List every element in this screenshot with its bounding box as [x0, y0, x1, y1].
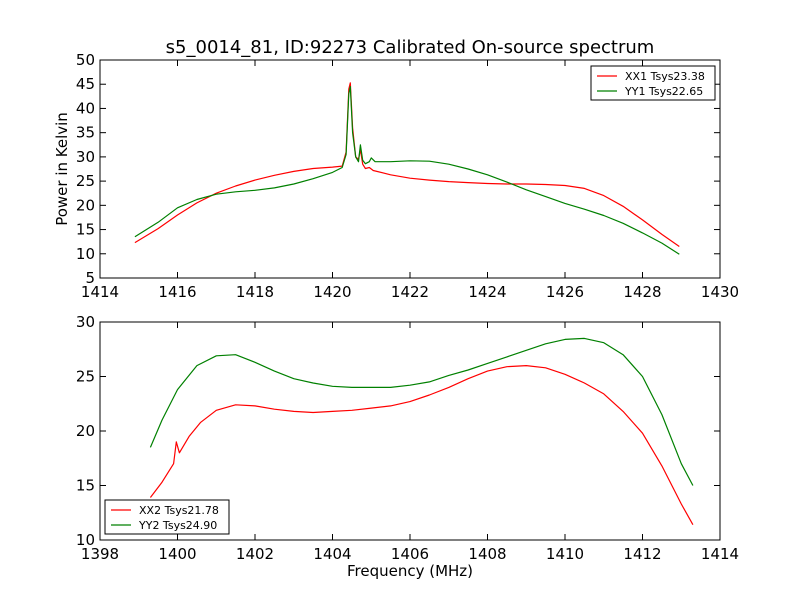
top-x-tick-label: 1418 — [236, 283, 274, 301]
top-x-tick-label: 1422 — [391, 283, 429, 301]
top-x-tick-label: 1416 — [158, 283, 196, 301]
bottom-legend-label-1: XX2 Tsys21.78 — [139, 504, 219, 517]
top-legend: XX1 Tsys23.38 YY1 Tsys22.65 — [590, 65, 716, 101]
top-series-line-2 — [134, 86, 680, 255]
bottom-x-tick-label: 1412 — [623, 545, 661, 563]
bottom-legend-box — [104, 499, 230, 535]
top-x-tick-label: 1420 — [313, 283, 351, 301]
top-x-tick-label: 1424 — [468, 283, 506, 301]
top-x-tick-label: 1426 — [546, 283, 584, 301]
bottom-plot: 1398 1400 1402 1404 1406 1408 1410 1412 1414 10 15… — [76, 313, 739, 563]
bottom-y-tick-label: 10 — [76, 531, 95, 549]
bottom-y-tick-label: 25 — [76, 368, 95, 386]
chart-title: s5_0014_81, ID:92273 Calibrated On-sourc… — [166, 37, 655, 58]
top-y-tick-label: 10 — [76, 245, 95, 263]
top-x-tick-label: 1414 — [81, 283, 119, 301]
top-x-tick-label: 1428 — [623, 283, 661, 301]
bottom-x-tick-label: 1408 — [468, 545, 506, 563]
top-y-tick-label: 15 — [76, 221, 95, 239]
bottom-legend: XX2 Tsys21.78 YY2 Tsys24.90 — [104, 499, 230, 535]
top-legend-label-2: YY1 Tsys22.65 — [624, 85, 703, 98]
top-legend-label-1: XX1 Tsys23.38 — [625, 70, 705, 83]
bottom-y-tick-label: 30 — [76, 313, 95, 331]
top-y-axis-label: Power in Kelvin — [53, 112, 71, 226]
bottom-x-tick-label: 1414 — [701, 545, 739, 563]
bottom-y-tick-label: 15 — [76, 477, 95, 495]
top-y-tick-label: 35 — [76, 124, 95, 142]
bottom-series-line-2 — [149, 337, 694, 486]
bottom-x-tick-label: 1404 — [313, 545, 351, 563]
bottom-y-tick-label: 20 — [76, 422, 95, 440]
bottom-x-tick-label: 1400 — [158, 545, 196, 563]
bottom-x-tick-label: 1406 — [391, 545, 429, 563]
top-y-tick-label: 20 — [76, 196, 95, 214]
top-x-tick-label: 1430 — [701, 283, 739, 301]
bottom-legend-label-2: YY2 Tsys24.90 — [138, 519, 217, 532]
top-y-tick-label: 30 — [76, 148, 95, 166]
top-series-group — [134, 82, 680, 255]
top-y-tick-label: 40 — [76, 99, 95, 117]
top-y-tick-label: 25 — [76, 172, 95, 190]
top-series-line-1 — [134, 82, 680, 247]
top-plot: 1414 1416 1418 1420 1422 1424 1426 1428 1430 5 10 1… — [76, 51, 739, 301]
bottom-x-tick-label: 1410 — [546, 545, 584, 563]
top-legend-box — [590, 65, 716, 101]
bottom-x-axis-label: Frequency (MHz) — [347, 562, 473, 580]
bottom-series-group — [149, 337, 694, 525]
top-y-tick-label: 50 — [76, 51, 95, 69]
bottom-x-tick-label: 1402 — [236, 545, 274, 563]
bottom-x-tick-label: 1398 — [81, 545, 119, 563]
top-y-tick-label: 45 — [76, 75, 95, 93]
bottom-series-line-1 — [149, 365, 694, 525]
top-y-tick-label: 5 — [85, 269, 95, 287]
